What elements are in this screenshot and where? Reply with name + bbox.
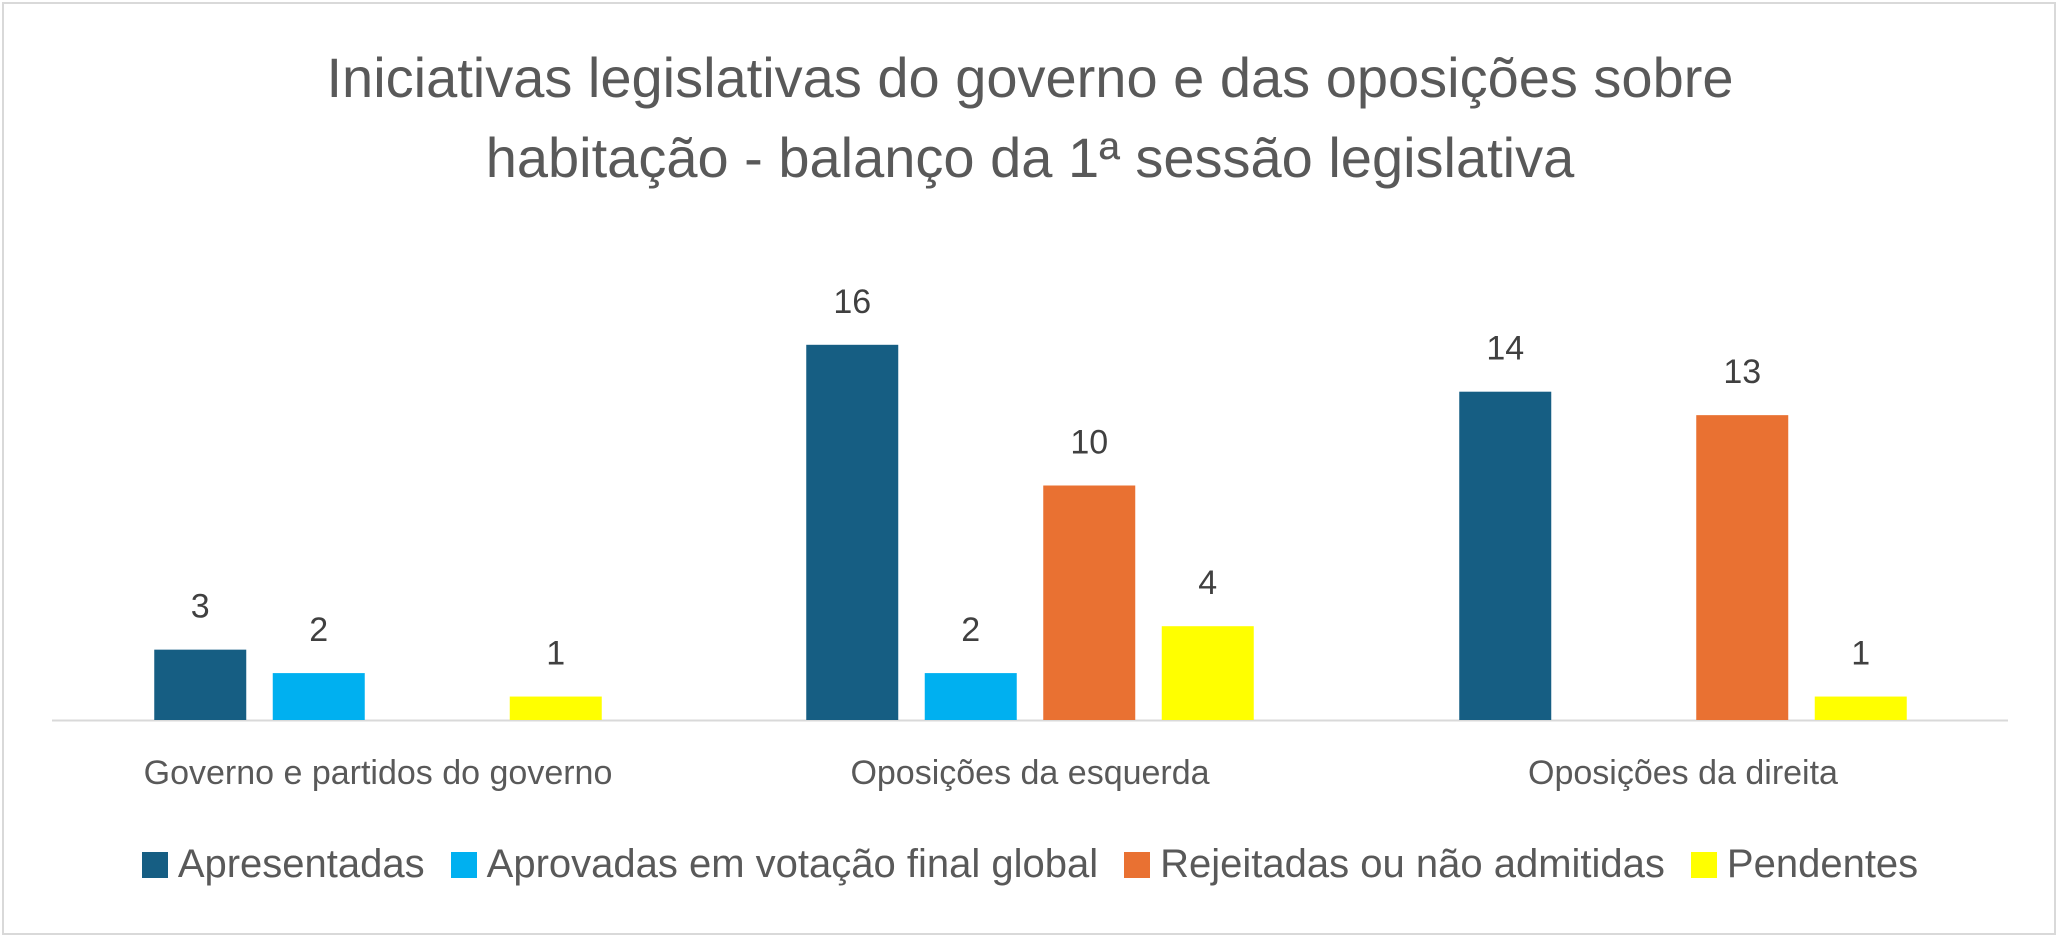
legend-swatch xyxy=(1124,851,1151,878)
data-label: 14 xyxy=(1486,330,1524,368)
bar xyxy=(1696,415,1789,720)
legend-swatch xyxy=(1690,851,1717,878)
chart-legend: Apresentadas Aprovadas em votação final g… xyxy=(0,842,2060,887)
legend-label: Rejeitadas ou não admitidas xyxy=(1160,842,1665,886)
data-label: 2 xyxy=(961,611,980,649)
bar xyxy=(1459,391,1552,720)
bar xyxy=(154,649,247,720)
chart-title-line-2: habitação - balanço da 1ª sessão legisla… xyxy=(485,126,1575,189)
legend-item: Aprovadas em votação final global xyxy=(450,842,1099,887)
bar xyxy=(272,673,365,720)
chart-title: Iniciativas legislativas do governo e da… xyxy=(0,38,2060,198)
bar xyxy=(1161,626,1254,720)
bar xyxy=(1814,696,1907,720)
x-tick-label: Oposições da direita xyxy=(1528,754,1838,792)
bar xyxy=(806,344,899,720)
data-label: 10 xyxy=(1070,424,1108,462)
legend-label: Pendentes xyxy=(1726,842,1919,886)
legend-swatch xyxy=(141,851,168,878)
bar xyxy=(509,696,602,720)
data-label: 1 xyxy=(546,635,565,673)
bar xyxy=(924,673,1017,720)
legend-label: Apresentadas xyxy=(177,842,425,886)
x-tick-label: Governo e partidos do governo xyxy=(144,754,613,792)
data-label: 13 xyxy=(1723,353,1761,391)
legend-item: Apresentadas xyxy=(141,842,425,887)
x-tick-label: Oposições da esquerda xyxy=(850,754,1209,792)
data-label: 4 xyxy=(1198,564,1217,602)
data-label: 3 xyxy=(191,588,210,626)
data-label: 1 xyxy=(1851,635,1870,673)
legend-label: Aprovadas em votação final global xyxy=(486,842,1099,886)
legend-swatch xyxy=(450,851,477,878)
bar xyxy=(1043,485,1136,720)
legend-item: Pendentes xyxy=(1690,842,1919,887)
data-label: 2 xyxy=(309,611,328,649)
chart-title-line-1: Iniciativas legislativas do governo e da… xyxy=(326,46,1734,109)
data-label: 16 xyxy=(833,283,871,321)
legend-item: Rejeitadas ou não admitidas xyxy=(1124,842,1665,887)
